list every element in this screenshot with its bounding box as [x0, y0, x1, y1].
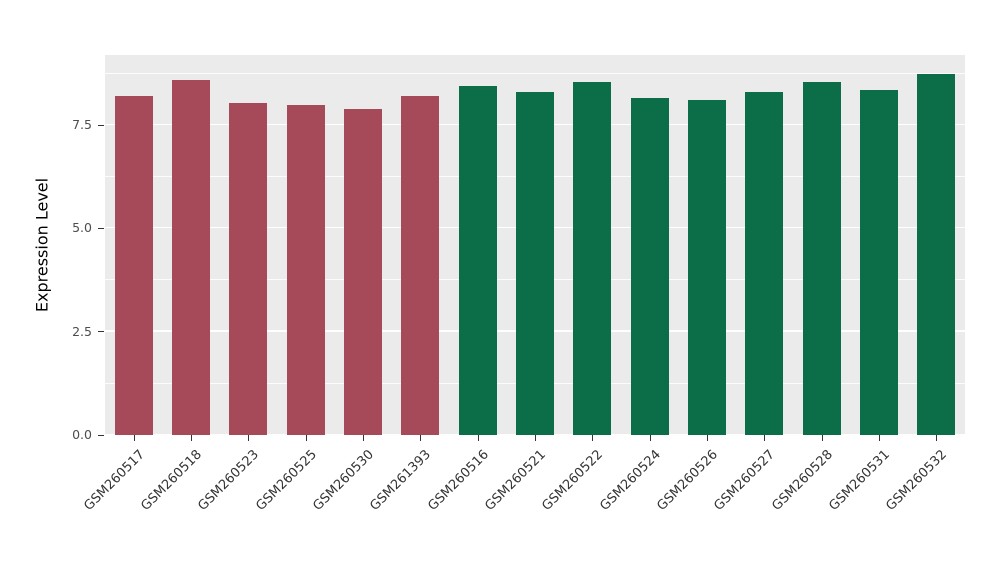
x-axis-tick-mark [592, 435, 594, 441]
y-axis-tick-label: 2.5 [72, 323, 92, 339]
y-axis-tick-mark [98, 331, 104, 333]
x-axis-tick-mark [936, 435, 938, 441]
x-axis-tick-label: GSM260532 [883, 447, 951, 514]
bar-GSM260517 [114, 96, 153, 435]
x-axis-tick-mark [420, 435, 422, 441]
bar-GSM260527 [745, 92, 784, 435]
x-axis-tick-mark [879, 435, 880, 441]
x-axis-tick-label: GSM260531 [826, 447, 893, 514]
x-axis-tick-label: GSM260528 [768, 447, 836, 514]
y-axis-tick-label: 0.0 [72, 427, 92, 442]
bar-GSM260531 [860, 90, 898, 435]
bar-GSM260530 [344, 108, 382, 435]
x-axis-tick-label: GSM260524 [596, 447, 664, 514]
x-axis-tick-label: GSM260516 [424, 447, 492, 514]
x-axis-tick-label: GSM260522 [539, 447, 607, 514]
bar-GSM260518 [172, 79, 210, 435]
bar-GSM260526 [688, 100, 726, 435]
x-axis-tick-mark [764, 435, 766, 441]
x-axis-tick-label: GSM260517 [80, 447, 148, 514]
x-axis-tick-label: GSM260518 [138, 447, 205, 514]
x-axis-tick-mark [133, 435, 135, 441]
y-axis-tick-mark [98, 227, 104, 229]
x-axis-tick-mark [707, 435, 708, 441]
bar-GSM260532 [917, 73, 956, 435]
x-axis-tick-mark [248, 435, 250, 441]
x-axis-tick-label: GSM261393 [367, 447, 435, 514]
x-axis-tick-label: GSM260526 [654, 447, 721, 514]
y-axis-tick-mark [98, 434, 104, 436]
x-axis-tick-mark [305, 435, 307, 441]
x-axis-tick-mark [535, 435, 536, 441]
bar-GSM261393 [401, 96, 440, 435]
x-axis-tick-label: GSM260523 [195, 447, 263, 514]
x-axis-tick-mark [477, 435, 479, 441]
bar-GSM260525 [286, 104, 325, 435]
x-axis-tick-mark [191, 435, 192, 441]
x-axis-tick-label: GSM260521 [482, 447, 549, 514]
x-axis-tick-label: GSM260530 [310, 447, 377, 514]
bar-GSM260528 [802, 81, 841, 435]
x-axis-tick-mark [649, 435, 651, 441]
x-axis-tick-mark [821, 435, 823, 441]
bar-GSM260521 [516, 92, 554, 435]
bar-GSM260523 [229, 102, 268, 435]
y-axis-title: Expression Level [32, 177, 52, 313]
bar-GSM260516 [458, 85, 497, 435]
bar-GSM260522 [573, 81, 612, 435]
plot-panel [105, 55, 965, 435]
y-axis-tick-mark [98, 124, 104, 126]
gridline-minor [105, 72, 965, 74]
bar-GSM260524 [630, 98, 669, 435]
x-axis-tick-label: GSM260525 [252, 447, 320, 514]
x-axis-tick-label: GSM260527 [711, 447, 779, 514]
y-axis-tick-label: 7.5 [72, 117, 92, 133]
x-axis-tick-mark [363, 435, 364, 441]
y-axis-tick-label: 5.0 [72, 220, 92, 236]
